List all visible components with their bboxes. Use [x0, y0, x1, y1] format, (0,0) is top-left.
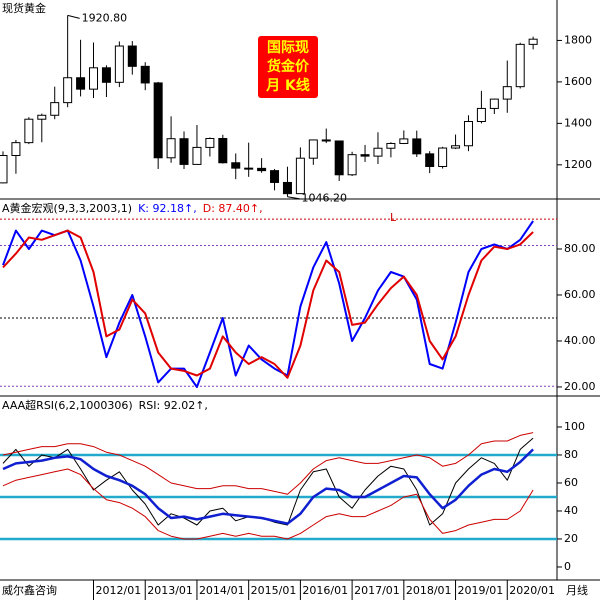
legend-entry: D: 87.40↑,	[203, 202, 263, 215]
candle-body	[101, 67, 111, 83]
candle-body	[231, 162, 241, 169]
candle-body	[334, 140, 344, 176]
x-tick-label: 2017/01	[354, 584, 400, 597]
candle-body	[399, 138, 409, 144]
candle-body	[515, 43, 525, 88]
series-line	[2, 432, 534, 495]
y-tick-label: 40	[564, 504, 578, 517]
x-tick-label: 2013/01	[147, 584, 193, 597]
candle-body	[166, 138, 176, 159]
candle-body	[205, 137, 215, 148]
badge-text: 月 K线	[265, 77, 310, 94]
candle-body	[451, 145, 461, 149]
legend-entry: K: 92.18↑,	[138, 202, 197, 215]
candle-body	[373, 147, 383, 157]
badge	[258, 36, 318, 98]
candle-body	[412, 138, 422, 155]
candle-body	[244, 167, 254, 170]
candle-body	[386, 142, 396, 149]
candle-body	[153, 82, 163, 159]
candle-body	[114, 45, 124, 83]
annotation: 1046.20	[301, 192, 347, 205]
reference-label: L	[390, 211, 397, 224]
series-line	[2, 220, 534, 388]
annotation: 1920.80	[82, 11, 128, 24]
candle-body	[192, 146, 202, 165]
candle-body	[476, 107, 486, 122]
y-tick-label: 0	[564, 560, 571, 573]
x-tick-label: 2014/01	[199, 584, 245, 597]
candle-body	[37, 114, 47, 120]
y-tick-label: 1600	[564, 75, 592, 88]
candle-body	[127, 45, 137, 67]
series-line	[2, 448, 534, 525]
y-tick-label: 1800	[564, 33, 592, 46]
panel-title: 现货黄金	[2, 1, 46, 15]
panel-title: A黄金宏观(9,3,3,2003,1)	[2, 201, 132, 215]
candle-body	[63, 77, 73, 104]
y-tick-label: 100	[564, 420, 585, 433]
candle-body	[347, 154, 357, 176]
candle-body	[89, 67, 99, 90]
candle-body	[360, 154, 370, 157]
series-line	[2, 229, 534, 379]
annotation-leader	[287, 196, 300, 200]
y-tick-label: 20.00	[564, 380, 596, 393]
y-tick-label: 80.00	[564, 242, 596, 255]
x-tick-label: 2016/01	[302, 584, 348, 597]
candle-body	[295, 157, 305, 195]
panel-title: AAA超RSI(6,2,1000306)	[2, 398, 133, 412]
candle-body	[270, 170, 280, 183]
y-tick-label: 60.00	[564, 288, 596, 301]
candle-body	[308, 139, 318, 159]
y-tick-label: 80	[564, 448, 578, 461]
x-tick-label: 2015/01	[251, 584, 297, 597]
period: 月线	[566, 583, 588, 597]
legend-entry: RSI: 92.02↑,	[139, 399, 208, 412]
candle-body	[282, 181, 292, 195]
y-tick-label: 40.00	[564, 334, 596, 347]
x-tick-label: 2020/01	[509, 584, 555, 597]
x-tick-label: 2012/01	[96, 584, 142, 597]
candle-body	[321, 139, 331, 142]
candle-body	[11, 142, 21, 156]
y-tick-label: 60	[564, 476, 578, 489]
candle-body	[489, 98, 499, 109]
candle-body	[140, 65, 150, 84]
y-tick-label: 1200	[564, 158, 592, 171]
candle-body	[463, 120, 473, 147]
badge-text: 货金价	[266, 58, 310, 75]
candle-body	[528, 38, 538, 45]
candle-body	[425, 153, 435, 167]
candle-body	[179, 138, 189, 165]
candle-body	[50, 102, 60, 116]
candle-body	[502, 86, 512, 100]
candle-body	[0, 154, 8, 184]
candle-body	[438, 147, 448, 167]
candle-body	[76, 77, 86, 90]
series-line	[2, 468, 534, 540]
y-tick-label: 1400	[564, 116, 592, 129]
y-tick-label: 20	[564, 532, 578, 545]
candle-body	[218, 137, 228, 164]
x-tick-label: 2018/01	[406, 584, 452, 597]
source: 威尔鑫咨询	[2, 583, 57, 597]
x-tick-label: 2019/01	[458, 584, 504, 597]
badge-text: 国际现	[267, 40, 309, 56]
candle-body	[24, 118, 34, 144]
candle-body	[257, 167, 267, 172]
annotation-leader	[67, 14, 80, 19]
